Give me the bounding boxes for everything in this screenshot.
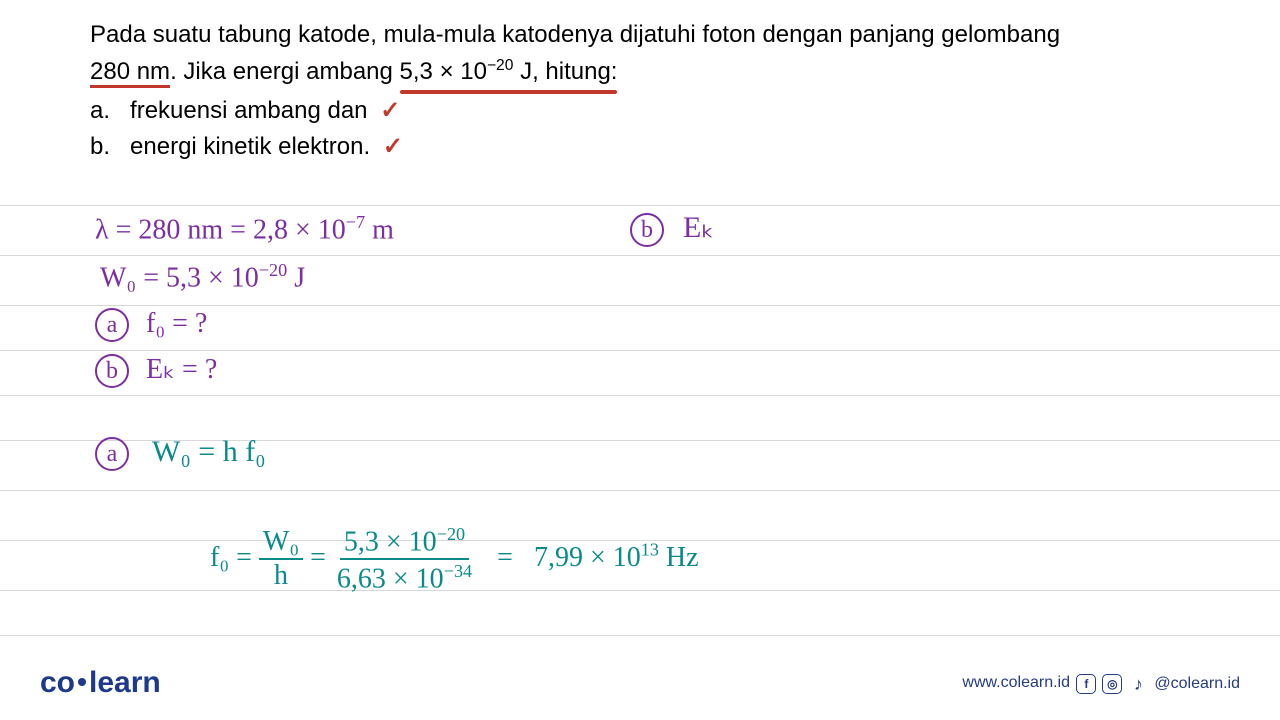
- footer-url: www.colearn.id: [962, 674, 1070, 692]
- task-a: a f₀ = ?: [95, 308, 207, 342]
- fraction-numeric: 5,3 × 10−20 6,63 × 10−34: [333, 525, 476, 594]
- circle-b-icon: b: [95, 354, 129, 388]
- dot-icon: [78, 678, 86, 686]
- task-b: b Eₖ = ?: [95, 352, 217, 388]
- fraction-w0-h: W₀ h: [259, 528, 303, 590]
- footer: colearn www.colearn.id f ◎ ♪ @colearn.id: [0, 660, 1280, 700]
- checkmark-icon: ✓: [380, 97, 400, 124]
- circle-a-icon: a: [95, 308, 129, 342]
- problem-line-2: 280 nm. Jika energi ambang 5,3 × 10−20 J…: [90, 55, 1220, 90]
- solution-a-calc: f₀ = W₀ h = 5,3 × 10−20 6,63 × 10−34 = 7…: [210, 525, 699, 594]
- problem-line-1: Pada suatu tabung katode, mula-mula kato…: [90, 18, 1220, 53]
- given-w0: W₀ = 5,3 × 10−20 J: [100, 260, 305, 294]
- brand-logo: colearn: [40, 666, 161, 700]
- problem-item-a: a. frekuensi ambang dan ✓: [90, 94, 1220, 129]
- social-links: f ◎ ♪ @colearn.id: [1076, 674, 1240, 694]
- solution-a-result: 7,99 × 1013 Hz: [534, 542, 699, 573]
- checkmark-icon: ✓: [383, 133, 403, 160]
- problem-statement: Pada suatu tabung katode, mula-mula kato…: [90, 18, 1220, 165]
- circle-b-icon: b: [630, 213, 664, 247]
- energy-value: 5,3 × 10−20 J, hitung:: [400, 55, 618, 90]
- problem-item-b: b. energi kinetik elektron. ✓: [90, 130, 1220, 165]
- facebook-icon: f: [1076, 674, 1096, 694]
- instagram-icon: ◎: [1102, 674, 1122, 694]
- given-lambda: λ = 280 nm = 2,8 × 10−7 m: [95, 212, 394, 246]
- wavelength-value: 280 nm: [90, 58, 170, 88]
- solution-a-header: a W₀ = h f₀: [95, 435, 266, 471]
- tiktok-icon: ♪: [1128, 674, 1148, 694]
- circle-a-icon: a: [95, 437, 129, 471]
- social-handle: @colearn.id: [1154, 675, 1240, 693]
- task-b-right: b Eₖ: [630, 210, 714, 247]
